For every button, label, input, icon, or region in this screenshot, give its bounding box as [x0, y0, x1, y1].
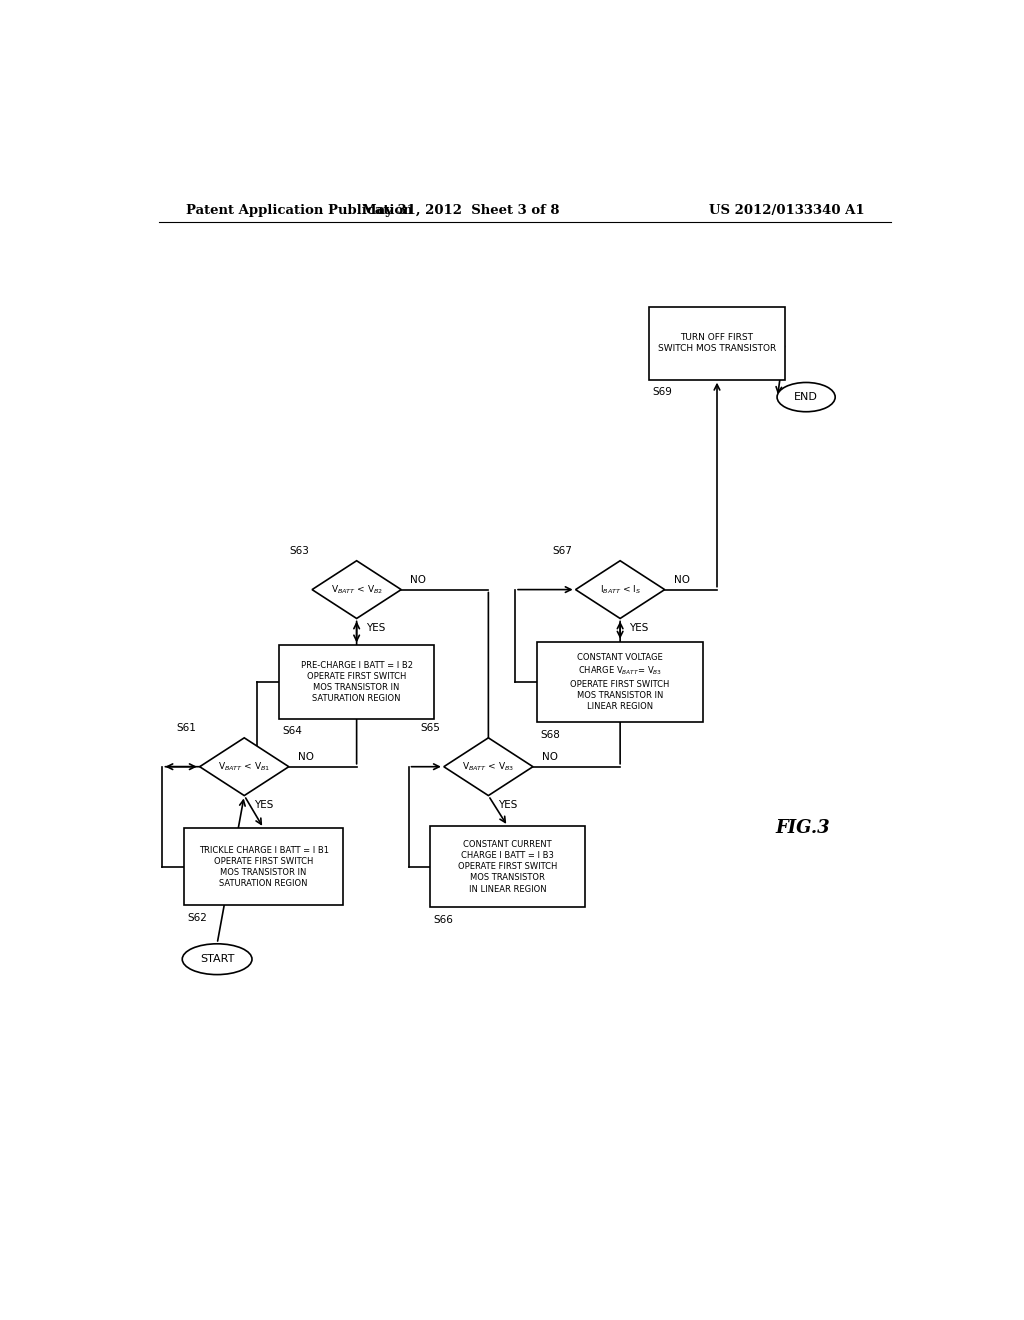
Text: NO: NO: [543, 752, 558, 763]
Polygon shape: [575, 561, 665, 619]
Text: S69: S69: [652, 388, 672, 397]
Polygon shape: [200, 738, 289, 796]
Text: START: START: [200, 954, 234, 964]
Text: May 31, 2012  Sheet 3 of 8: May 31, 2012 Sheet 3 of 8: [362, 205, 560, 218]
Polygon shape: [312, 561, 401, 619]
Text: YES: YES: [366, 623, 385, 632]
Text: CONSTANT VOLTAGE
CHARGE V$_{BATT}$= V$_{B3}$
OPERATE FIRST SWITCH
MOS TRANSISTOR: CONSTANT VOLTAGE CHARGE V$_{BATT}$= V$_{…: [570, 653, 670, 710]
Text: YES: YES: [630, 623, 649, 632]
Text: Patent Application Publication: Patent Application Publication: [186, 205, 413, 218]
Text: S68: S68: [540, 730, 560, 741]
Text: S67: S67: [553, 546, 572, 556]
Text: YES: YES: [498, 800, 517, 809]
Text: CONSTANT CURRENT
CHARGE I BATT = I B3
OPERATE FIRST SWITCH
MOS TRANSISTOR
IN LIN: CONSTANT CURRENT CHARGE I BATT = I B3 OP…: [458, 840, 557, 894]
Text: NO: NO: [411, 576, 426, 585]
Text: V$_{BATT}$ < V$_{B3}$: V$_{BATT}$ < V$_{B3}$: [462, 760, 514, 774]
Text: END: END: [795, 392, 818, 403]
Text: NO: NO: [674, 576, 690, 585]
Bar: [280, 645, 434, 718]
Text: YES: YES: [254, 800, 273, 809]
Polygon shape: [443, 738, 532, 796]
Text: S66: S66: [433, 915, 454, 925]
Text: V$_{BATT}$ < V$_{B2}$: V$_{BATT}$ < V$_{B2}$: [331, 583, 383, 595]
Bar: [649, 306, 784, 380]
Text: S64: S64: [283, 726, 302, 737]
Ellipse shape: [777, 383, 836, 412]
Text: US 2012/0133340 A1: US 2012/0133340 A1: [709, 205, 864, 218]
Bar: [537, 642, 703, 722]
Text: S63: S63: [289, 546, 309, 556]
Text: V$_{BATT}$ < V$_{B1}$: V$_{BATT}$ < V$_{B1}$: [218, 760, 270, 774]
Text: NO: NO: [298, 752, 314, 763]
Ellipse shape: [182, 944, 252, 974]
Text: S61: S61: [177, 723, 197, 733]
Text: S62: S62: [187, 913, 207, 923]
Text: PRE-CHARGE I BATT = I B2
OPERATE FIRST SWITCH
MOS TRANSISTOR IN
SATURATION REGIO: PRE-CHARGE I BATT = I B2 OPERATE FIRST S…: [301, 661, 413, 704]
Text: I$_{BATT}$ < I$_S$: I$_{BATT}$ < I$_S$: [599, 583, 641, 595]
Bar: [430, 826, 586, 907]
Bar: [184, 829, 343, 906]
Text: TRICKLE CHARGE I BATT = I B1
OPERATE FIRST SWITCH
MOS TRANSISTOR IN
SATURATION R: TRICKLE CHARGE I BATT = I B1 OPERATE FIR…: [199, 846, 329, 888]
Text: FIG.3: FIG.3: [775, 820, 829, 837]
Text: TURN OFF FIRST
SWITCH MOS TRANSISTOR: TURN OFF FIRST SWITCH MOS TRANSISTOR: [657, 333, 776, 354]
Text: S65: S65: [421, 723, 440, 733]
